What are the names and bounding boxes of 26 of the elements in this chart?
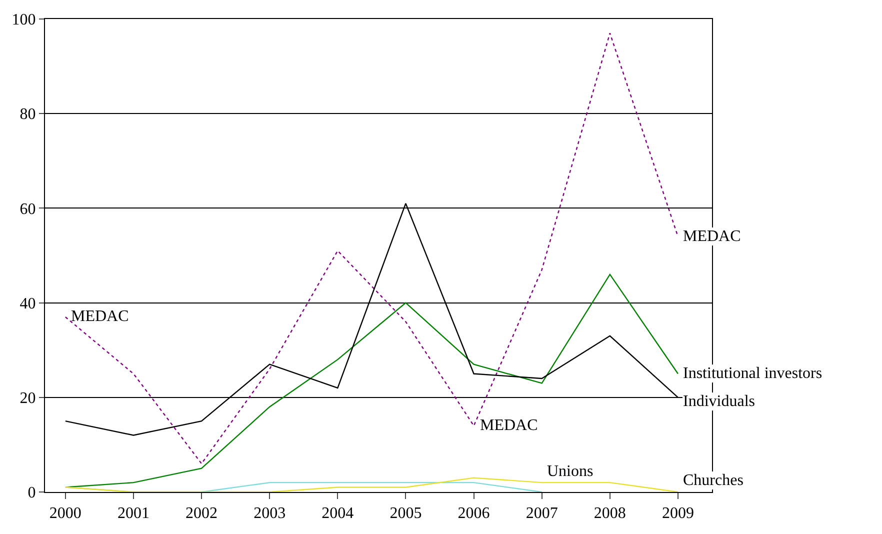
x-tick-label: 2009 [662, 505, 694, 522]
x-tick-label: 2006 [458, 505, 490, 522]
series-label: Individuals [683, 393, 755, 410]
series-label: MEDAC [683, 228, 741, 245]
x-tick-label: 2000 [49, 505, 82, 522]
annotation: MEDAC [71, 308, 129, 325]
line-series [64, 32, 679, 464]
series-label: Unions [547, 463, 594, 480]
x-tick-label: 2005 [390, 505, 422, 522]
y-tick-label: 80 [20, 106, 36, 124]
line-series [64, 274, 679, 488]
y-tick-label: 100 [12, 12, 36, 29]
y-tick-label: 40 [20, 295, 36, 312]
x-tick-label: 2004 [322, 505, 354, 522]
y-tick-label: 20 [20, 390, 36, 407]
annotation: MEDAC [480, 417, 538, 434]
x-tick-label: 2002 [186, 505, 218, 522]
x-tick-label: 2003 [254, 505, 286, 522]
y-tick-label: 60 [20, 200, 36, 218]
x-tick-label: 2008 [594, 505, 626, 522]
series-label: Churches [683, 472, 744, 489]
x-tick-label: 2001 [117, 505, 150, 522]
series-label: Institutional investors [683, 365, 822, 382]
line-series [64, 477, 679, 492]
x-tick-label: 2007 [526, 505, 558, 522]
y-tick-label: 0 [28, 484, 36, 502]
